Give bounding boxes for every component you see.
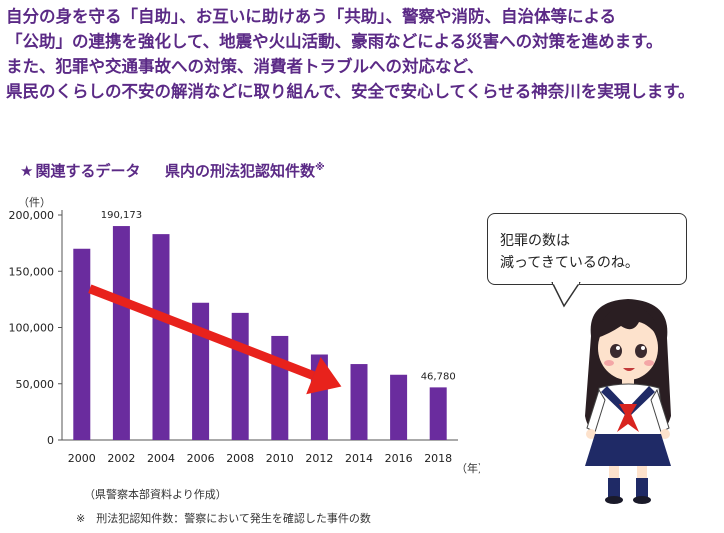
mouth [623, 368, 635, 371]
x-tick-label-2014: 2014 [345, 452, 373, 465]
y-tick-label: 100,000 [9, 322, 55, 335]
y-tick-label: 200,000 [9, 209, 55, 222]
speech-bubble-tail [551, 282, 581, 308]
intro-line-3: また、犯罪や交通事故への対策、消費者トラブルへの対応など、 [6, 57, 484, 76]
bar-2004 [152, 234, 170, 440]
intro-line-4: 県民のくらしの不安の解消などに取り組んで、安全で安心してくらせる神奈川を実現しま… [6, 82, 695, 101]
x-tick-label-2012: 2012 [305, 452, 333, 465]
y-tick-label: 50,000 [16, 378, 55, 391]
speech-line-1: 犯罪の数は [500, 233, 570, 249]
speech-line-2: 減ってきているのね。 [500, 255, 639, 271]
y-tick-label: 0 [47, 434, 54, 447]
data-label-2018: 46,780 [421, 371, 456, 382]
intro-line-2: 「公助」の連携を強化して、地震や火山活動、豪雨などによる災害への対策を進めます。 [6, 32, 663, 51]
x-tick-label-2006: 2006 [187, 452, 215, 465]
left-sock [608, 478, 620, 498]
bar-2006 [192, 302, 210, 440]
bar-2016 [390, 374, 408, 440]
bar-2000 [73, 248, 91, 440]
y-tick-label: 150,000 [9, 265, 55, 278]
x-tick-label-2002: 2002 [107, 452, 135, 465]
x-axis-unit: （年） [456, 461, 480, 475]
right-sock [636, 478, 648, 498]
bangs [597, 306, 661, 340]
bar-2010 [271, 335, 289, 440]
star-icon: ★ [20, 162, 34, 180]
section-label: 関連するデータ [35, 162, 141, 180]
x-tick-label-2008: 2008 [226, 452, 254, 465]
bar-2002 [112, 226, 130, 440]
x-tick-label-2004: 2004 [147, 452, 175, 465]
data-label-2002: 190,173 [101, 210, 142, 221]
skirt [585, 434, 671, 466]
intro-text: 自分の身を守る「自助」、お互いに助けあう「共助」、警察や消防、自治体等による 「… [6, 6, 720, 106]
right-eye [635, 344, 647, 358]
x-tick-label-2016: 2016 [385, 452, 413, 465]
x-tick-label-2010: 2010 [266, 452, 294, 465]
x-tick-label-2018: 2018 [424, 452, 452, 465]
note-mark: ※ [314, 162, 325, 173]
bar-2008 [231, 312, 249, 440]
x-tick-label-2000: 2000 [68, 452, 96, 465]
section-header: ★ 関連するデータ 県内の刑法犯認知件数※ [20, 160, 325, 181]
intro-line-1: 自分の身を守る「自助」、お互いに助けあう「共助」、警察や消防、自治体等による [6, 7, 617, 26]
speech-text: 犯罪の数は 減ってきているのね。 [500, 230, 639, 274]
left-eye [610, 344, 622, 358]
speech-bubble: 犯罪の数は 減ってきているのね。 [487, 213, 687, 285]
trend-arrow-shaft [88, 284, 316, 380]
source-note: （県警察本部資料より作成） [84, 488, 227, 501]
bar-2014 [350, 364, 368, 440]
bar-2018 [429, 387, 447, 440]
chart-title: 県内の刑法犯認知件数 [164, 162, 315, 180]
red-scarf [617, 404, 639, 432]
girl-character-illustration [585, 299, 671, 504]
crime-count-chart: （件） 0 50,000 100,000 150,000 200,000 2000 2002 1… [9, 196, 481, 475]
y-axis-unit: （件） [18, 196, 51, 209]
footnote: ※ 刑法犯認知件数：警察において発生を確認した事件の数 [76, 512, 371, 525]
trend-arrow-head [306, 356, 342, 395]
